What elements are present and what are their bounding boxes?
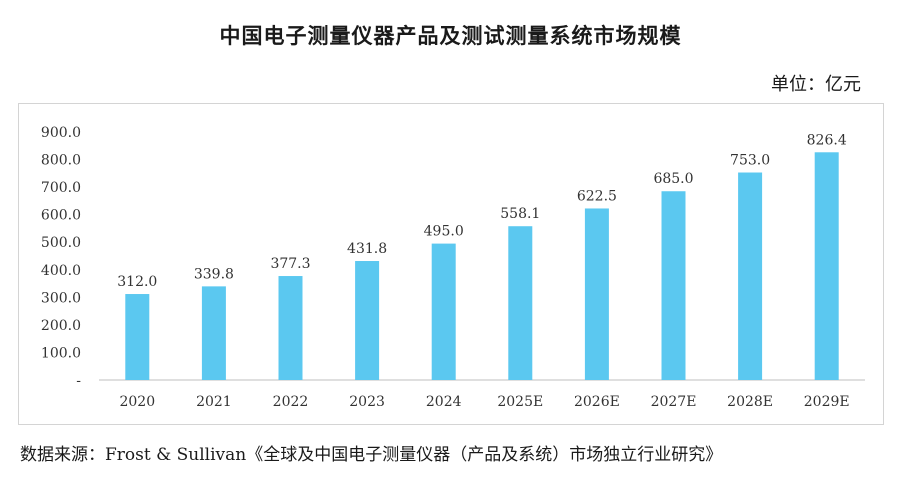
- x-tick-label-2020: 2020: [119, 394, 155, 410]
- x-tick-label-2029E: 2029E: [804, 394, 850, 410]
- bar-2022: [278, 276, 303, 380]
- source-label: 数据来源：: [20, 445, 105, 465]
- y-tick-label: 500.0: [41, 235, 81, 251]
- y-tick-label: 200.0: [41, 318, 81, 334]
- x-tick-label-2024: 2024: [426, 394, 462, 410]
- x-tick-label-2025E: 2025E: [497, 394, 543, 410]
- data-label-2022: 377.3: [270, 256, 310, 272]
- data-label-2020: 312.0: [117, 274, 157, 290]
- x-tick-label-2023: 2023: [349, 394, 385, 410]
- y-tick-label: 600.0: [41, 208, 81, 224]
- bar-2020: [125, 294, 150, 380]
- data-label-2029E: 826.4: [807, 132, 847, 148]
- x-tick-label-2028E: 2028E: [727, 394, 773, 410]
- bar-2029E: [814, 152, 839, 380]
- data-label-2028E: 753.0: [730, 153, 770, 169]
- unit-label: 单位：亿元: [771, 74, 861, 95]
- bar-2026E: [584, 208, 609, 380]
- data-label-2027E: 685.0: [653, 171, 693, 187]
- data-label-2026E: 622.5: [577, 188, 617, 204]
- bar-chart: - 100.0 200.0 300.0 400.0 500.0 600.0 700.0 800.…: [41, 125, 865, 410]
- y-tick-label: 100.0: [41, 345, 81, 361]
- x-tick-label-2026E: 2026E: [574, 394, 620, 410]
- x-tick-label-2022: 2022: [273, 394, 309, 410]
- bar-2028E: [738, 172, 763, 380]
- y-tick-label: -: [76, 373, 81, 389]
- bar-2027E: [661, 191, 686, 380]
- y-tick-label: 400.0: [41, 263, 81, 279]
- data-label-2023: 431.8: [347, 241, 387, 257]
- y-tick-label: 300.0: [41, 290, 81, 306]
- bar-2021: [201, 286, 226, 380]
- bar-2023: [355, 261, 380, 380]
- chart-frame: - 100.0 200.0 300.0 400.0 500.0 600.0 700.0 800.…: [18, 103, 884, 425]
- data-label-2024: 495.0: [424, 224, 464, 240]
- y-tick-label: 900.0: [41, 125, 81, 141]
- data-source: 数据来源：Frost & Sullivan《全球及中国电子测量仪器（产品及系统）…: [20, 440, 722, 465]
- y-tick-label: 800.0: [41, 153, 81, 169]
- bar-2025E: [508, 226, 533, 380]
- data-label-2021: 339.8: [194, 266, 234, 282]
- bar-2024: [431, 243, 456, 380]
- x-tick-label-2027E: 2027E: [651, 394, 697, 410]
- chart-title: 中国电子测量仪器产品及测试测量系统市场规模: [219, 24, 682, 48]
- x-tick-label-2021: 2021: [196, 394, 232, 410]
- y-tick-label: 700.0: [41, 180, 81, 196]
- source-text: Frost & Sullivan《全球及中国电子测量仪器（产品及系统）市场独立行…: [105, 445, 723, 465]
- data-label-2025E: 558.1: [500, 206, 540, 222]
